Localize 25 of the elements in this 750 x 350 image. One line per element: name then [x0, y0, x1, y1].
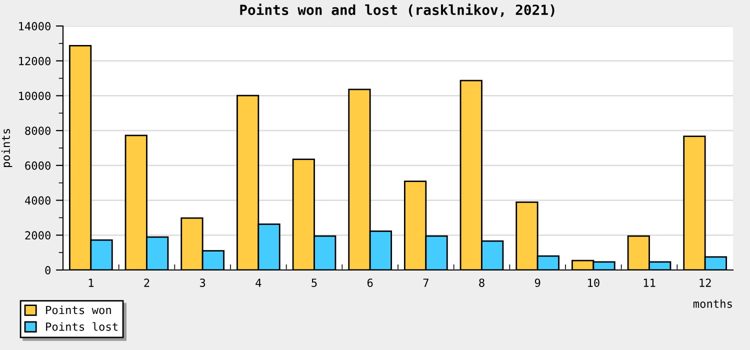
y-tick-label: 12000	[19, 56, 50, 66]
y-tick-label: 2000	[25, 231, 50, 240]
x-tick-label: 1	[88, 278, 94, 287]
x-tick-label: 10	[588, 278, 600, 287]
x-tick-label: 8	[479, 278, 484, 287]
x-tick-label: 2	[144, 278, 150, 287]
x-tick-label: 7	[423, 278, 428, 287]
x-tick-label: 5	[312, 278, 317, 287]
x-tick-label: 11	[644, 278, 656, 287]
y-tick-label: 4000	[24, 196, 50, 205]
legend-label: Points lost	[46, 322, 118, 331]
x-tick-label: 9	[534, 278, 540, 287]
x-tick-label: 12	[700, 278, 711, 287]
y-tick-label: 6000	[25, 161, 50, 170]
y-tick-label: 10000	[19, 92, 50, 100]
y-tick-label: 14000	[19, 22, 50, 30]
chart-title: Points won and lost (rasklnikov, 2021)	[240, 4, 554, 17]
x-axis-title: months	[693, 299, 732, 308]
x-tick-label: 4	[256, 278, 262, 287]
y-axis-title: points	[1, 129, 12, 168]
legend-label: Points won	[46, 306, 111, 314]
y-tick-label: 0	[45, 266, 50, 274]
x-tick-label: 3	[200, 278, 206, 287]
y-tick-label: 8000	[25, 126, 50, 135]
x-tick-label: 6	[367, 278, 373, 287]
